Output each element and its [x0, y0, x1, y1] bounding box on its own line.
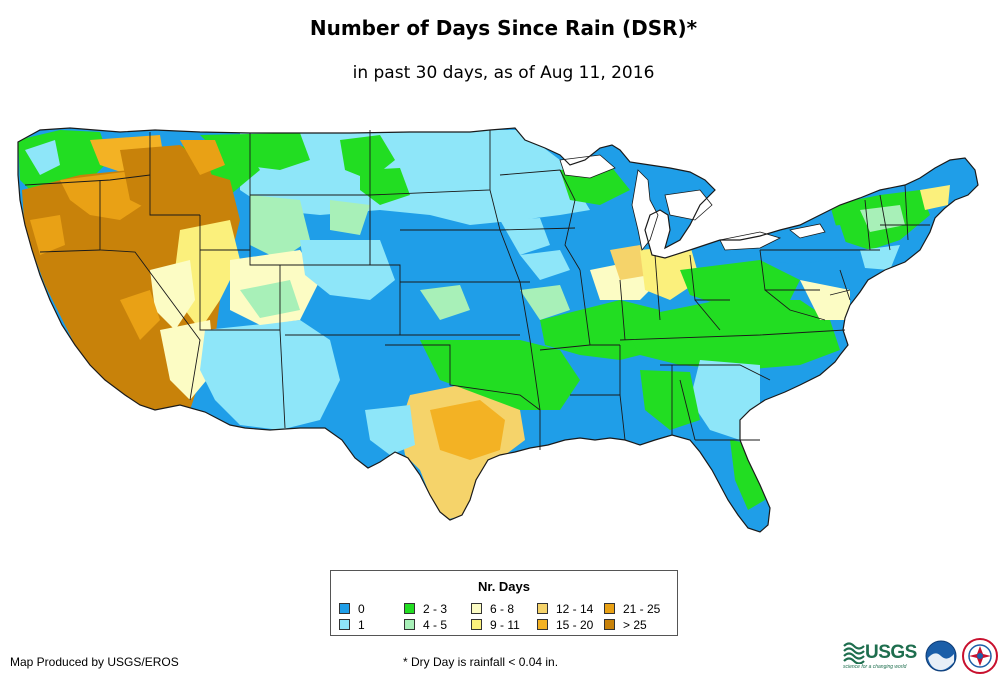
noaa-logo-icon [925, 640, 957, 672]
usgs-wordmark: USGS [865, 642, 917, 663]
legend-title: Nr. Days [477, 579, 531, 594]
legend-swatch [339, 619, 350, 630]
legend-item: 1 [339, 619, 365, 631]
legend-item: 12 - 14 [537, 603, 593, 615]
legend-swatch [404, 619, 415, 630]
legend-swatch [339, 603, 350, 614]
legend-label: 1 [358, 618, 365, 632]
legend: Nr. Days 0 1 2 - 3 4 - 5 6 - 8 9 - 11 12… [330, 570, 678, 636]
nws-logo-icon [962, 638, 998, 674]
legend-item: 0 [339, 603, 365, 615]
usgs-tagline: science for a changing world [843, 664, 907, 670]
legend-swatch [537, 619, 548, 630]
legend-label: 0 [358, 602, 365, 616]
legend-swatch [471, 619, 482, 630]
legend-label: 9 - 11 [490, 618, 520, 632]
legend-item: 9 - 11 [471, 619, 520, 631]
legend-label: 2 - 3 [423, 602, 448, 616]
legend-label: 6 - 8 [490, 602, 515, 616]
legend-label: 12 - 14 [556, 602, 594, 616]
legend-item: 2 - 3 [404, 603, 447, 615]
legend-swatch [537, 603, 548, 614]
legend-swatch [604, 619, 615, 630]
legend-item: 4 - 5 [404, 619, 447, 631]
map-subtitle: in past 30 days, as of Aug 11, 2016 [352, 63, 655, 83]
legend-item: > 25 [604, 619, 647, 631]
legend-item: 15 - 20 [537, 619, 593, 631]
usgs-logo: USGS science for a changing world [843, 640, 921, 674]
legend-label: 4 - 5 [423, 618, 448, 632]
map-title: Number of Days Since Rain (DSR)* [309, 16, 698, 40]
legend-swatch [471, 603, 482, 614]
legend-item: 6 - 8 [471, 603, 514, 615]
legend-item: 21 - 25 [604, 603, 660, 615]
usgs-wave-icon [843, 642, 865, 665]
conus-dsr-map [17, 127, 979, 533]
legend-label: 21 - 25 [623, 602, 661, 616]
dry-day-footnote: * Dry Day is rainfall < 0.04 in. [403, 655, 559, 669]
legend-label: > 25 [623, 618, 647, 632]
legend-label: 15 - 20 [556, 618, 594, 632]
legend-swatch [604, 603, 615, 614]
legend-swatch [404, 603, 415, 614]
map-credit: Map Produced by USGS/EROS [10, 655, 179, 669]
